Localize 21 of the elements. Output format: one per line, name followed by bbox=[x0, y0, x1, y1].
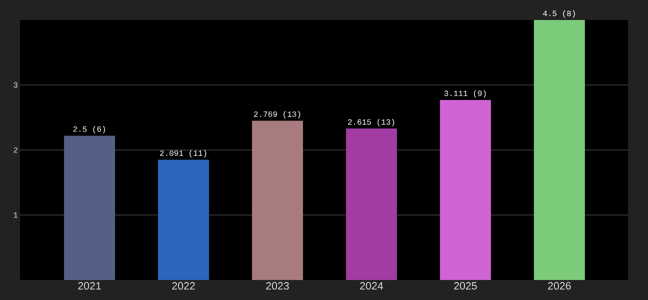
bar bbox=[534, 20, 585, 280]
x-tick-label: 2025 bbox=[454, 282, 477, 290]
annotation: 2.091 (11) bbox=[160, 150, 206, 158]
annotation: 4.5 (8) bbox=[543, 10, 575, 18]
x-tick-label: 2022 bbox=[172, 282, 195, 290]
annotation: 3.111 (9) bbox=[444, 90, 486, 98]
x-tick-label: 2021 bbox=[78, 282, 101, 290]
x-tick-label: 2024 bbox=[360, 282, 384, 290]
y-tick-label: 1 bbox=[14, 212, 18, 218]
bar bbox=[346, 128, 397, 280]
y-tick-label: 3 bbox=[14, 82, 18, 88]
bar bbox=[252, 120, 303, 280]
annotation: 2.769 (13) bbox=[254, 111, 300, 118]
bar bbox=[64, 136, 116, 280]
y-tick-label: 2 bbox=[14, 147, 18, 153]
x-tick-label: 2023 bbox=[266, 282, 289, 290]
x-tick-label: 2026 bbox=[548, 282, 571, 290]
bar bbox=[440, 100, 491, 280]
annotation: 2.5 (6) bbox=[73, 126, 106, 134]
annotation: 2.615 (13) bbox=[348, 118, 394, 126]
bar bbox=[158, 160, 210, 280]
